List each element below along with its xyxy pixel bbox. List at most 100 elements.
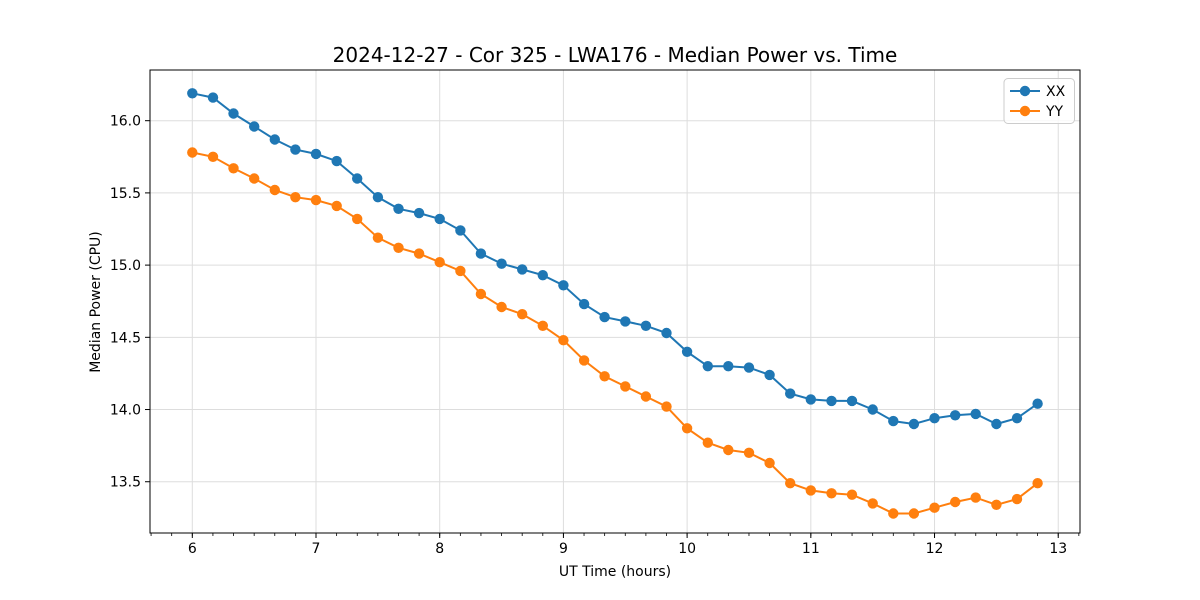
series-xx-marker <box>991 418 1002 430</box>
series-xx-marker <box>475 248 487 259</box>
y-tick-label: 13.5 <box>110 475 141 491</box>
series-yy-marker <box>290 192 301 203</box>
series-xx-marker <box>517 264 528 275</box>
legend-sample-xx-marker <box>1019 85 1031 97</box>
legend-label-yy: YY <box>1045 104 1064 120</box>
series-xx-marker <box>393 203 404 214</box>
series-yy-marker <box>970 492 981 503</box>
series-xx-marker <box>743 362 755 373</box>
series-xx-marker <box>970 408 981 420</box>
series-yy-marker <box>393 242 404 253</box>
series-yy-marker <box>723 444 734 456</box>
series-yy-marker <box>661 401 672 412</box>
series-yy-marker <box>681 423 693 434</box>
series-xx-marker <box>187 88 198 99</box>
plot-border <box>149 69 1081 534</box>
series-yy-marker <box>269 184 280 196</box>
series-yy-marker <box>578 355 590 366</box>
series-yy-marker <box>640 391 652 402</box>
series-yy-marker <box>846 489 858 500</box>
x-tick-label: 12 <box>926 541 944 557</box>
series-yy-marker <box>249 173 260 184</box>
series-xx-marker <box>723 361 734 372</box>
series-xx-marker <box>681 346 693 357</box>
series-xx-marker <box>661 327 672 339</box>
series-yy-marker <box>475 288 487 300</box>
series-yy-marker <box>372 232 384 243</box>
series-yy-marker <box>331 200 342 212</box>
series-xx-marker <box>620 316 631 327</box>
series-yy-marker <box>950 496 961 508</box>
series-xx-marker <box>578 298 590 310</box>
series-yy-marker <box>908 508 920 519</box>
series-xx-marker <box>290 144 301 155</box>
series-yy-marker <box>310 194 322 206</box>
series-yy-marker <box>764 457 775 469</box>
series-yy-marker <box>558 335 569 346</box>
series-yy-marker <box>620 381 631 392</box>
series-xx-marker <box>764 369 775 381</box>
series-xx-marker <box>455 225 466 236</box>
series-xx-marker <box>434 213 445 225</box>
series-yy-marker <box>743 447 755 458</box>
series-yy-marker <box>228 163 239 174</box>
series-xx-line <box>192 92 1039 426</box>
series-xx-marker <box>805 394 816 405</box>
series-xx-marker <box>929 413 940 424</box>
series-xx-marker <box>413 207 425 219</box>
series-xx-marker <box>207 92 219 103</box>
y-tick-label: 15.5 <box>110 186 141 202</box>
series-yy-marker <box>207 151 219 162</box>
x-tick-label: 7 <box>312 541 321 557</box>
series-yy-marker <box>413 248 425 259</box>
series-xx-marker <box>558 280 569 291</box>
x-tick-label: 9 <box>559 541 568 557</box>
y-tick-label: 14.0 <box>110 403 141 419</box>
series-xx-marker <box>702 361 713 372</box>
x-tick-label: 8 <box>435 541 444 557</box>
series-yy-marker <box>455 265 466 277</box>
series-xx-marker <box>888 415 899 427</box>
x-tick-label: 11 <box>802 541 820 557</box>
legend-label-xx: XX <box>1046 84 1066 100</box>
series-xx-marker <box>640 320 652 331</box>
series-xx-marker <box>599 311 610 323</box>
series-xx-marker <box>496 258 507 269</box>
series-yy-marker <box>805 485 816 496</box>
series-xx-marker <box>846 395 858 407</box>
series-yy-marker <box>352 213 363 225</box>
series-yy-marker <box>867 498 878 509</box>
series-yy-marker <box>517 309 528 320</box>
series-yy-marker <box>1011 493 1023 505</box>
series-xx-marker <box>908 418 920 430</box>
series-xx-marker <box>372 192 384 203</box>
y-axis-label: Median Power (CPU) <box>88 231 104 373</box>
series-yy-marker <box>599 371 610 382</box>
series-yy-marker <box>929 502 940 513</box>
series-xx-marker <box>826 395 837 407</box>
series-xx-marker <box>310 148 322 160</box>
series-xx-marker <box>249 121 260 132</box>
series-xx-marker <box>537 270 548 281</box>
series-xx-marker <box>785 388 796 399</box>
series-yy-marker <box>434 257 445 268</box>
series-xx-marker <box>331 155 342 167</box>
y-tick-label: 16.0 <box>110 114 141 130</box>
series-yy-marker <box>537 320 548 331</box>
x-tick-label: 13 <box>1049 541 1067 557</box>
series-xx-marker <box>228 108 239 119</box>
series-yy-marker <box>991 499 1002 510</box>
series-yy-line <box>192 151 1039 515</box>
x-axis-label: UT Time (hours) <box>558 564 672 580</box>
chart-title: 2024-12-27 - Cor 325 - LWA176 - Median P… <box>332 43 898 67</box>
series-yy-marker <box>888 508 899 519</box>
series-yy-marker <box>826 488 837 499</box>
y-tick-label: 15.0 <box>110 258 141 274</box>
series-xx-marker <box>867 404 878 415</box>
series-yy-marker <box>187 147 198 158</box>
series-yy-marker <box>1032 478 1043 489</box>
series-xx-marker <box>1032 398 1043 409</box>
series-xx-marker <box>950 410 961 421</box>
series-xx-marker <box>352 173 363 184</box>
